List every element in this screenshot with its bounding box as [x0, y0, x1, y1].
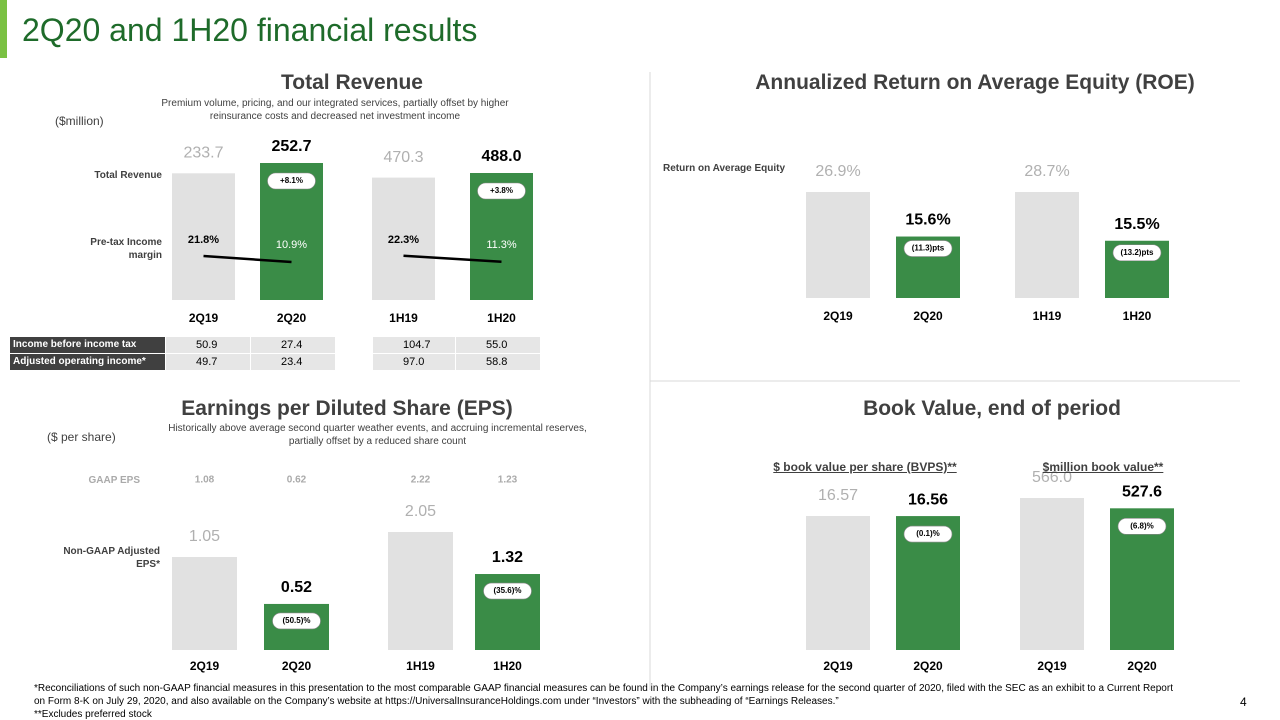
value-label: 15.5% — [1114, 216, 1159, 233]
category-label: 2Q19 — [190, 659, 220, 673]
table-cell: 104.7 — [372, 337, 455, 353]
change-pill — [903, 525, 953, 543]
category-label: 1H20 — [487, 311, 516, 325]
value-label: 0.52 — [281, 579, 312, 596]
margin-label: 21.8% — [188, 234, 219, 246]
table-cell: 97.0 — [372, 354, 455, 370]
change-label: +8.1% — [280, 176, 303, 185]
change-pill — [272, 612, 321, 630]
subhead: $ book value per share (BVPS)** — [773, 460, 957, 474]
category-label: 2Q19 — [823, 309, 853, 323]
change-label: (0.1)% — [916, 529, 940, 538]
change-pill — [1112, 244, 1162, 262]
table-cell: 58.8 — [455, 354, 540, 370]
margin-label: 10.9% — [276, 239, 307, 251]
value-label: 28.7% — [1024, 163, 1069, 180]
value-label: 1.32 — [492, 549, 523, 566]
table-cell: 50.9 — [165, 337, 250, 353]
change-label: (35.6)% — [493, 586, 521, 595]
category-label: 2Q20 — [277, 311, 307, 325]
row-label: Non-GAAP Adjusted EPS* — [63, 546, 160, 570]
value-label: 15.6% — [905, 212, 950, 229]
value-label: 2.05 — [405, 503, 436, 520]
row-label: GAAP EPS — [88, 475, 141, 486]
panel-title: Annualized Return on Average Equity (ROE… — [755, 71, 1195, 94]
category-label: 2Q20 — [913, 659, 943, 673]
change-pill — [1117, 518, 1167, 535]
panel-subtitle: Premium volume, pricing, and our integra… — [161, 98, 509, 122]
gaap-value: 0.62 — [287, 475, 307, 486]
margin-line — [203, 254, 292, 264]
subhead: $million book value** — [1042, 460, 1164, 474]
footnote: **Excludes preferred stock — [34, 709, 152, 720]
value-label: 16.57 — [818, 487, 858, 504]
row-label: Return on Average Equity — [663, 163, 786, 174]
margin-label: 22.3% — [388, 234, 419, 246]
table-row-label: Income before income tax — [10, 337, 165, 353]
change-label: +3.8% — [490, 186, 513, 195]
category-label: 2Q20 — [1127, 659, 1157, 673]
table-cell: 27.4 — [250, 337, 335, 353]
slide-title: 2Q20 and 1H20 financial results — [22, 12, 478, 48]
gaap-value: 1.08 — [195, 475, 215, 486]
row-label: Total Revenue — [94, 170, 162, 181]
bar — [172, 557, 237, 650]
panel-title: Total Revenue — [281, 71, 423, 94]
table-cell: 23.4 — [250, 354, 335, 370]
change-label: (13.2)pts — [1121, 248, 1154, 257]
panel-title: Book Value, end of period — [863, 397, 1121, 420]
value-label: 26.9% — [815, 163, 860, 180]
category-label: 2Q19 — [823, 659, 853, 673]
unit-label: ($million) — [55, 114, 104, 128]
value-label: 233.7 — [183, 145, 223, 162]
bar — [172, 173, 235, 300]
accent-bar — [0, 0, 7, 58]
category-label: 1H19 — [406, 659, 435, 673]
category-label: 2Q19 — [1037, 659, 1067, 673]
value-label: 527.6 — [1122, 484, 1162, 501]
table-cell: 55.0 — [455, 337, 540, 353]
unit-label: ($ per share) — [47, 430, 116, 444]
value-label: 566.0 — [1032, 469, 1072, 486]
value-label: 488.0 — [481, 148, 521, 165]
category-label: 2Q19 — [189, 311, 219, 325]
bar — [806, 516, 870, 650]
change-label: (11.3)pts — [912, 244, 945, 253]
value-label: 252.7 — [271, 138, 311, 155]
margin-line — [403, 254, 502, 264]
bar — [1020, 498, 1084, 650]
bar — [1015, 192, 1079, 298]
bar — [388, 532, 453, 650]
category-label: 2Q20 — [282, 659, 312, 673]
change-label: (50.5)% — [282, 616, 310, 625]
category-label: 2Q20 — [913, 309, 943, 323]
change-pill — [483, 582, 532, 600]
bar — [806, 192, 870, 298]
gaap-value: 1.23 — [498, 475, 518, 486]
page-number: 4 — [1240, 695, 1247, 709]
change-pill — [477, 182, 526, 200]
row-label: Pre-tax Income margin — [90, 237, 162, 261]
panel-subtitle: Historically above average second quarte… — [168, 423, 587, 447]
change-pill — [267, 172, 316, 190]
category-label: 1H19 — [1033, 309, 1062, 323]
table-cell: 49.7 — [165, 354, 250, 370]
bar — [372, 177, 435, 300]
table-row-label: Adjusted operating income* — [10, 354, 165, 370]
category-label: 1H20 — [493, 659, 522, 673]
change-pill — [903, 240, 953, 257]
panel-title: Earnings per Diluted Share (EPS) — [181, 397, 513, 420]
category-label: 1H20 — [1123, 309, 1152, 323]
footnote: *Reconciliations of such non-GAAP financ… — [34, 683, 1173, 707]
value-label: 16.56 — [908, 491, 948, 508]
gaap-value: 2.22 — [411, 475, 431, 486]
category-label: 1H19 — [389, 311, 418, 325]
value-label: 1.05 — [189, 528, 220, 545]
change-label: (6.8)% — [1130, 521, 1154, 530]
value-label: 470.3 — [383, 149, 423, 166]
margin-label: 11.3% — [486, 239, 517, 251]
